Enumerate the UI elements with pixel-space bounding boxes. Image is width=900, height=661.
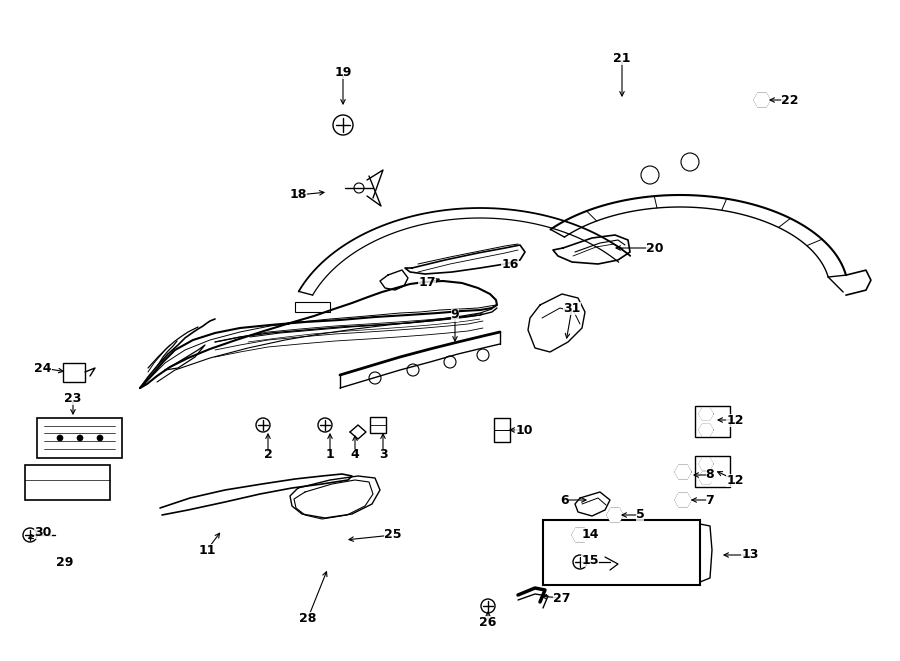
Polygon shape [754,93,770,107]
Text: 9: 9 [451,309,459,321]
Text: 31: 31 [563,301,580,315]
Text: 8: 8 [706,469,715,481]
Text: 16: 16 [501,258,518,272]
Text: 15: 15 [581,553,598,566]
Polygon shape [572,528,588,542]
Text: 24: 24 [34,362,52,375]
Text: 17: 17 [418,276,436,290]
Text: 20: 20 [646,241,664,254]
Text: 5: 5 [635,508,644,522]
Circle shape [333,115,353,135]
Circle shape [57,435,63,441]
Text: 10: 10 [515,424,533,436]
Polygon shape [699,408,713,420]
Text: 19: 19 [334,65,352,79]
Text: 29: 29 [57,555,74,568]
Text: 22: 22 [781,93,799,106]
Polygon shape [699,424,713,436]
Text: 26: 26 [480,615,497,629]
Polygon shape [699,472,713,484]
Text: 2: 2 [264,449,273,461]
Circle shape [256,418,270,432]
Text: 18: 18 [289,188,307,202]
Polygon shape [675,493,691,507]
Text: 21: 21 [613,52,631,65]
Circle shape [481,599,495,613]
Circle shape [77,435,83,441]
Text: 11: 11 [198,543,216,557]
Text: 6: 6 [561,494,570,506]
Text: 12: 12 [726,473,743,486]
Text: 27: 27 [554,592,571,605]
Polygon shape [607,508,623,522]
Circle shape [318,418,332,432]
Circle shape [97,435,103,441]
Circle shape [573,555,587,569]
Text: 12: 12 [726,414,743,426]
Text: 3: 3 [379,449,387,461]
Text: 7: 7 [706,494,715,506]
Text: 14: 14 [581,529,598,541]
Text: 25: 25 [384,529,401,541]
Text: 28: 28 [300,611,317,625]
Polygon shape [699,458,713,470]
Text: 13: 13 [742,549,759,561]
Text: 30: 30 [34,525,51,539]
Circle shape [23,528,37,542]
Polygon shape [675,465,691,479]
Text: 1: 1 [326,449,335,461]
Text: 23: 23 [64,391,82,405]
Text: 4: 4 [351,449,359,461]
